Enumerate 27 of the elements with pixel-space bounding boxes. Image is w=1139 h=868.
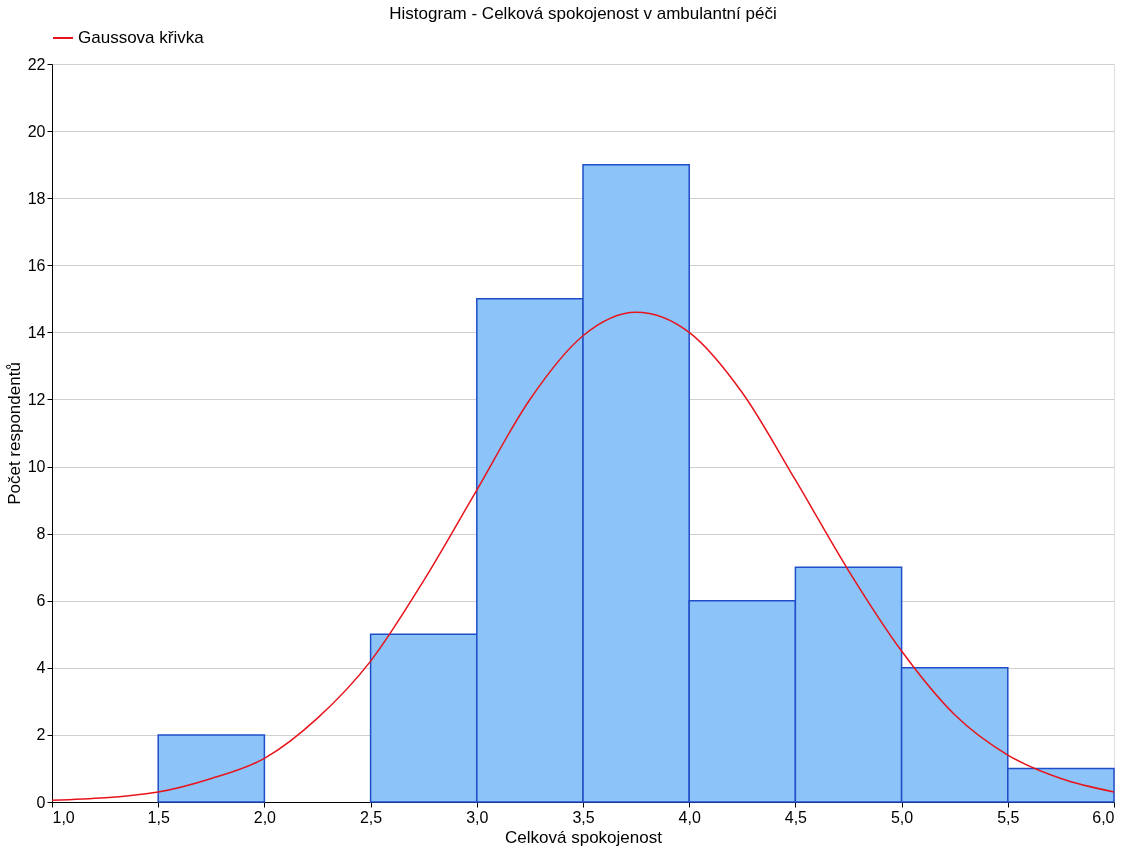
x-tick-label: 5,0 bbox=[890, 808, 914, 826]
x-axis-title: Celková spokojenost bbox=[505, 827, 663, 847]
y-tick-label: 4 bbox=[36, 659, 46, 677]
y-tick-label: 14 bbox=[27, 323, 46, 341]
y-tick-label: 16 bbox=[27, 256, 46, 274]
x-tick-label: 1,5 bbox=[147, 808, 170, 826]
x-tick-label: 4,0 bbox=[678, 808, 701, 826]
x-tick-label: 5,5 bbox=[997, 808, 1020, 826]
x-tick-label: 4,5 bbox=[784, 808, 808, 826]
y-tick-label: 8 bbox=[36, 525, 46, 543]
chart-title: Histogram - Celková spokojenost v ambulantní péči bbox=[389, 4, 777, 23]
y-tick-label: 6 bbox=[36, 592, 46, 610]
y-tick-label: 10 bbox=[27, 458, 46, 476]
x-tick-label: 3,0 bbox=[466, 808, 489, 826]
x-tick-label: 2,5 bbox=[359, 808, 383, 826]
x-tick-label: 6,0 bbox=[1092, 808, 1115, 826]
y-tick-label: 2 bbox=[36, 726, 46, 744]
y-tick-label: 22 bbox=[27, 55, 46, 73]
x-tick-label: 2,0 bbox=[253, 808, 277, 826]
y-tick-label: 12 bbox=[27, 390, 46, 408]
y-tick-label: 20 bbox=[27, 122, 46, 140]
legend-label: Gaussova křivka bbox=[78, 28, 205, 47]
y-tick-label: 18 bbox=[27, 189, 46, 207]
y-axis-title: Počet respondentů bbox=[4, 362, 24, 505]
x-tick-label: 3,5 bbox=[572, 808, 595, 826]
y-tick-label: 0 bbox=[36, 793, 46, 811]
x-tick-label: 1,0 bbox=[52, 808, 75, 826]
